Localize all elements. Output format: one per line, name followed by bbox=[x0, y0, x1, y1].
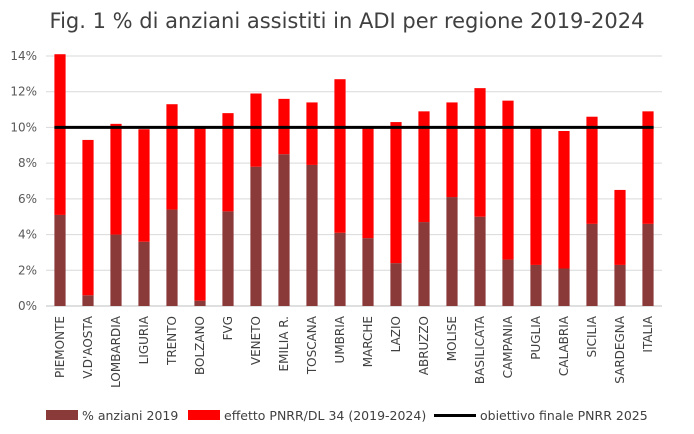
bar-segment-2019 bbox=[278, 154, 290, 306]
y-tick-label: 6% bbox=[18, 192, 37, 206]
x-tick-label: SARDEGNA bbox=[613, 315, 627, 383]
x-axis: PIEMONTE V.D'AOSTA LOMBARDIA LIGURIA TRENTO B… bbox=[53, 315, 655, 388]
bar-segment-2019 bbox=[390, 263, 402, 306]
bar-segment-2019 bbox=[250, 166, 262, 306]
legend-swatch-series-1 bbox=[46, 410, 78, 420]
x-tick-label: VENETO bbox=[249, 316, 263, 365]
legend-swatch-reference bbox=[434, 413, 476, 417]
x-tick-label: TRENTO bbox=[165, 316, 179, 366]
bar-segment-pnrr bbox=[138, 129, 150, 242]
bar-segment-2019 bbox=[334, 232, 346, 306]
bar-segment-pnrr bbox=[362, 127, 374, 239]
legend-item-series-2: effetto PNRR/DL 34 (2019-2024) bbox=[188, 404, 426, 426]
legend-item-reference: obiettivo finale PNRR 2025 bbox=[434, 404, 648, 426]
bar-segment-pnrr bbox=[194, 127, 206, 301]
x-tick-label: ITALIA bbox=[641, 315, 655, 352]
y-tick-label: 8% bbox=[18, 156, 37, 170]
bar-segment-2019 bbox=[362, 238, 374, 306]
x-tick-label: TOSCANA bbox=[305, 315, 319, 375]
bar-segment-2019 bbox=[306, 164, 318, 306]
x-tick-label: LIGURIA bbox=[137, 315, 151, 364]
legend: % anziani 2019 effetto PNRR/DL 34 (2019-… bbox=[0, 404, 694, 426]
x-tick-label: CALABRIA bbox=[557, 315, 571, 376]
x-tick-label: UMBRIA bbox=[333, 315, 347, 363]
legend-item-series-1: % anziani 2019 bbox=[46, 404, 178, 426]
x-tick-label: PUGLIA bbox=[529, 315, 543, 360]
y-tick-label: 12% bbox=[10, 85, 37, 99]
x-tick-label: LAZIO bbox=[389, 316, 403, 352]
chart-title: Fig. 1 % di anziani assistiti in ADI per… bbox=[49, 9, 645, 33]
bar-segment-pnrr bbox=[54, 54, 66, 215]
bar-segment-2019 bbox=[82, 295, 94, 306]
bar-segment-pnrr bbox=[446, 102, 458, 198]
bar-segment-2019 bbox=[446, 197, 458, 306]
x-tick-label: ABRUZZO bbox=[417, 316, 431, 375]
bar-segment-pnrr bbox=[110, 123, 122, 235]
bar-segment-pnrr bbox=[614, 189, 626, 265]
x-tick-label: FVG bbox=[221, 316, 235, 340]
bar-segment-2019 bbox=[222, 211, 234, 306]
x-tick-label: MOLISE bbox=[445, 316, 459, 361]
bar-segment-pnrr bbox=[250, 93, 262, 167]
bar-segment-2019 bbox=[138, 241, 150, 306]
bar-segment-pnrr bbox=[586, 116, 598, 224]
legend-label-series-1: % anziani 2019 bbox=[82, 407, 179, 423]
bar-segment-pnrr bbox=[390, 122, 402, 264]
bar-segment-2019 bbox=[614, 264, 626, 306]
x-tick-label: V.D'AOSTA bbox=[81, 315, 95, 378]
x-tick-label: BOLZANO bbox=[193, 316, 207, 375]
x-tick-label: MARCHE bbox=[361, 316, 375, 367]
bar-segment-pnrr bbox=[558, 131, 570, 269]
bar-segment-2019 bbox=[194, 300, 206, 306]
bar-segment-pnrr bbox=[82, 139, 94, 296]
bar-segment-pnrr bbox=[530, 127, 542, 265]
x-tick-label: PIEMONTE bbox=[53, 316, 67, 378]
bar-segment-2019 bbox=[418, 222, 430, 306]
y-tick-label: 2% bbox=[18, 263, 37, 277]
bar-segment-2019 bbox=[642, 223, 654, 306]
y-tick-label: 0% bbox=[18, 299, 37, 313]
bar-segment-2019 bbox=[110, 234, 122, 306]
bar-segment-2019 bbox=[586, 223, 598, 306]
y-tick-label: 10% bbox=[10, 120, 37, 134]
bar-segment-2019 bbox=[166, 209, 178, 306]
x-tick-label: BASILICATA bbox=[473, 315, 487, 384]
bar-segment-pnrr bbox=[166, 104, 178, 210]
legend-label-series-2: effetto PNRR/DL 34 (2019-2024) bbox=[224, 407, 427, 423]
x-tick-label: LOMBARDIA bbox=[109, 315, 123, 388]
bar-segment-pnrr bbox=[418, 111, 430, 223]
bar-segment-2019 bbox=[530, 264, 542, 306]
y-tick-label: 14% bbox=[10, 49, 37, 63]
bar-segment-pnrr bbox=[334, 79, 346, 233]
bar-segment-2019 bbox=[502, 259, 514, 306]
bar-segment-2019 bbox=[474, 216, 486, 306]
bars bbox=[54, 54, 654, 306]
x-tick-label: CAMPANIA bbox=[501, 315, 515, 378]
bar-segment-2019 bbox=[558, 268, 570, 306]
y-tick-label: 4% bbox=[18, 228, 37, 242]
bar-segment-pnrr bbox=[502, 100, 514, 260]
bar-segment-pnrr bbox=[642, 111, 654, 224]
legend-label-reference: obiettivo finale PNRR 2025 bbox=[480, 407, 648, 423]
legend-swatch-series-2 bbox=[188, 410, 220, 420]
bar-segment-pnrr bbox=[474, 88, 486, 217]
bar-segment-pnrr bbox=[222, 113, 234, 212]
bar-segment-pnrr bbox=[306, 102, 318, 165]
x-tick-label: SICILIA bbox=[585, 315, 599, 357]
bar-segment-2019 bbox=[54, 214, 66, 306]
x-tick-label: EMILIA R. bbox=[277, 316, 291, 371]
y-axis: 0% 2% 4% 6% 8% 10% 12% 14% bbox=[10, 49, 37, 313]
